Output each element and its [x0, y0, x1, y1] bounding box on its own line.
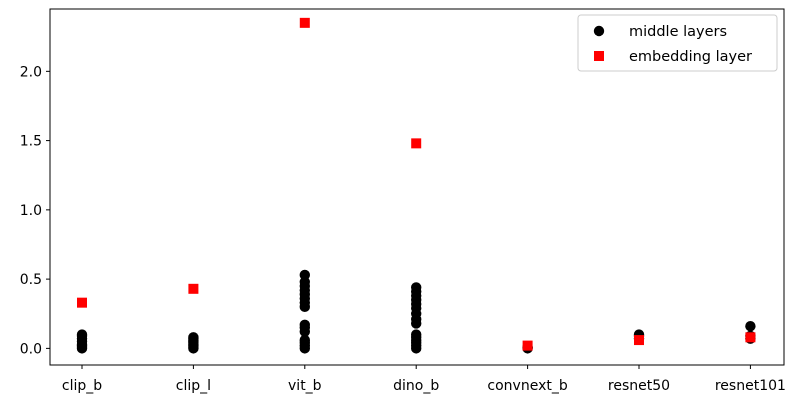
- chart-marks: [76, 17, 756, 354]
- y-tick-label: 0.0: [20, 341, 42, 357]
- y-tick-label: 2.0: [20, 64, 42, 80]
- middle-layer-point: [299, 269, 310, 281]
- x-tick-label: clip_b: [62, 378, 102, 394]
- embedding-layer-point: [188, 283, 199, 294]
- x-tick-label: clip_l: [176, 378, 211, 394]
- legend: middle layers embedding layer: [577, 14, 778, 72]
- embedding-layer-point: [634, 335, 644, 346]
- legend-label-embedding-layer: embedding layer: [629, 49, 752, 65]
- embedding-layer-point: [522, 340, 533, 351]
- middle-layer-point: [299, 319, 310, 331]
- y-tick-label: 1.5: [20, 134, 42, 150]
- chart-axes: 0.0 0.5 1.0 1.5 2.0 clip_b clip_l vit_b dino_b co…: [20, 8, 786, 394]
- middle-layer-point: [299, 334, 310, 346]
- legend-label-middle-layers: middle layers: [629, 24, 727, 40]
- legend-marker-middle-layers: [593, 25, 605, 37]
- middle-layer-point: [76, 329, 88, 340]
- embedding-layer-point: [77, 297, 87, 308]
- middle-layer-point: [188, 332, 199, 343]
- x-tick-label: resnet101: [715, 378, 786, 394]
- y-tick-label: 1.0: [20, 203, 42, 219]
- embedding-layer-point: [745, 332, 756, 343]
- legend-box: [577, 14, 778, 72]
- x-tick-label: convnext_b: [487, 378, 567, 394]
- embedding-layer-point: [411, 138, 422, 149]
- middle-layer-point: [745, 321, 756, 332]
- legend-marker-embedding-layer: [594, 51, 604, 61]
- plot-frame: [49, 8, 785, 366]
- x-tick-label: dino_b: [393, 378, 439, 394]
- middle-layer-point: [411, 329, 422, 340]
- middle-layer-point: [411, 282, 422, 293]
- x-tick-label: resnet50: [608, 378, 670, 394]
- embedding-layer-point: [299, 17, 310, 28]
- x-tick-label: vit_b: [288, 378, 322, 394]
- y-tick-label: 0.5: [20, 272, 42, 288]
